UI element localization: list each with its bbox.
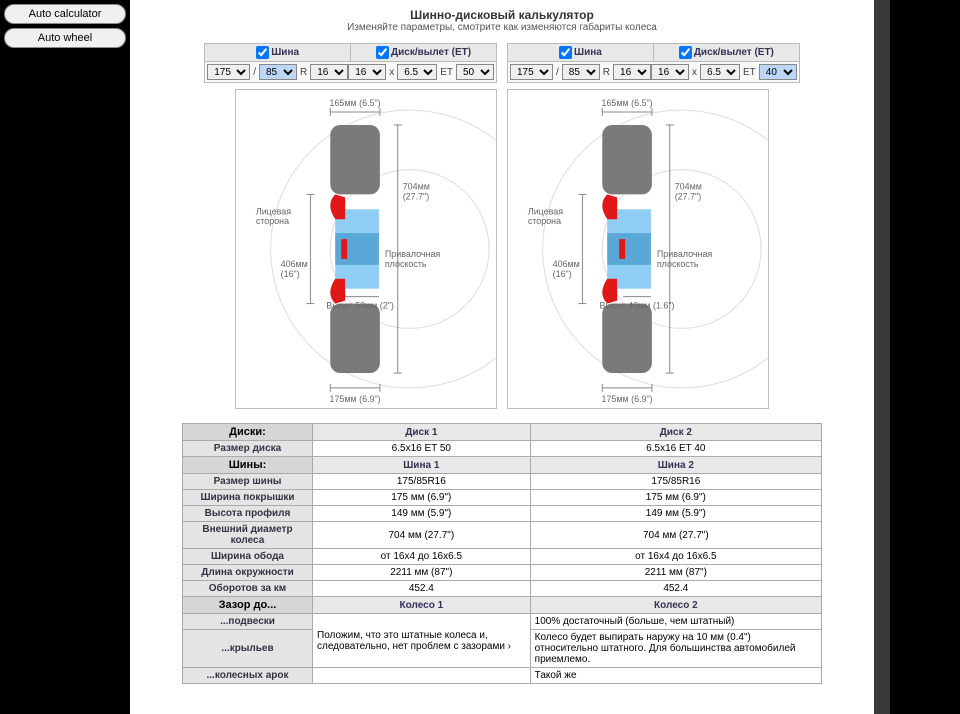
- param-panels: Шина Диск/вылет (ET) 175 / 85 R 16 16 x …: [150, 43, 854, 83]
- tire-aspect-2[interactable]: 85: [562, 64, 600, 80]
- tire-rim-2[interactable]: 16: [613, 64, 651, 80]
- tire-check-1[interactable]: [256, 46, 269, 59]
- tire-rim-1[interactable]: 16: [310, 64, 348, 80]
- svg-text:175мм (6.9"): 175мм (6.9"): [330, 394, 381, 404]
- scrollbar[interactable]: [874, 0, 890, 714]
- svg-text:Лицеваясторона: Лицеваясторона: [528, 206, 563, 226]
- auto-calculator-button[interactable]: Auto calculator: [4, 4, 126, 24]
- tire-width-1[interactable]: 175: [207, 64, 250, 80]
- param-panel-1: Шина Диск/вылет (ET) 175 / 85 R 16 16 x …: [204, 43, 497, 83]
- tire-width-2[interactable]: 175: [510, 64, 553, 80]
- main-content: Шинно-дисковый калькулятор Изменяйте пар…: [130, 0, 874, 714]
- svg-text:Вылет 40мм (1.6"): Вылет 40мм (1.6"): [600, 301, 675, 311]
- page-subtitle: Изменяйте параметры, смотрите как изменя…: [150, 22, 854, 33]
- param-panel-2: Шина Диск/вылет (ET) 175 / 85 R 16 16 x …: [507, 43, 800, 83]
- disk-w-2[interactable]: 6.5: [700, 64, 740, 80]
- svg-text:175мм (6.9"): 175мм (6.9"): [602, 394, 653, 404]
- tire-header-2: Шина: [508, 44, 654, 61]
- svg-text:704мм(27.7"): 704мм(27.7"): [675, 181, 702, 201]
- svg-text:Вылет 50мм (2"): Вылет 50мм (2"): [326, 301, 394, 311]
- svg-text:Привалочнаяплоскость: Привалочнаяплоскость: [385, 249, 441, 269]
- disk-et-2[interactable]: 40: [759, 64, 797, 80]
- svg-text:406мм(16"): 406мм(16"): [553, 259, 580, 279]
- disk-d-1[interactable]: 16: [348, 64, 386, 80]
- sidebar: Auto calculator Auto wheel: [0, 0, 130, 714]
- wheel-check-2[interactable]: [679, 46, 692, 59]
- tire-aspect-1[interactable]: 85: [259, 64, 297, 80]
- wheel-header-1: Диск/вылет (ET): [351, 44, 496, 61]
- section-disks: Диски:: [183, 424, 313, 441]
- right-gutter: [890, 0, 960, 714]
- section-gap: Зазор до...: [183, 597, 313, 614]
- disk-et-1[interactable]: 50: [456, 64, 494, 80]
- svg-text:704мм(27.7"): 704мм(27.7"): [403, 181, 430, 201]
- results-table: Диски:Диск 1Диск 2 Размер диска6.5x16 ET…: [182, 423, 822, 684]
- diagram-1: 165мм (6.5") 704мм(27.7") 406мм(16") Лиц…: [235, 89, 497, 409]
- svg-text:Привалочнаяплоскость: Привалочнаяплоскость: [657, 249, 713, 269]
- section-tires: Шины:: [183, 457, 313, 474]
- tire-check-2[interactable]: [559, 46, 572, 59]
- tire-header-1: Шина: [205, 44, 351, 61]
- page-title: Шинно-дисковый калькулятор: [150, 8, 854, 22]
- wheel-header-2: Диск/вылет (ET): [654, 44, 799, 61]
- disk-w-1[interactable]: 6.5: [397, 64, 437, 80]
- svg-text:165мм (6.5"): 165мм (6.5"): [602, 98, 653, 108]
- wheel-check-1[interactable]: [376, 46, 389, 59]
- auto-wheel-button[interactable]: Auto wheel: [4, 28, 126, 48]
- svg-text:165мм (6.5"): 165мм (6.5"): [330, 98, 381, 108]
- svg-text:406мм(16"): 406мм(16"): [281, 259, 308, 279]
- disk-d-2[interactable]: 16: [651, 64, 689, 80]
- diagram-2: 165мм (6.5") 704мм(27.7") 406мм(16") Лиц…: [507, 89, 769, 409]
- svg-text:Лицеваясторона: Лицеваясторона: [256, 206, 291, 226]
